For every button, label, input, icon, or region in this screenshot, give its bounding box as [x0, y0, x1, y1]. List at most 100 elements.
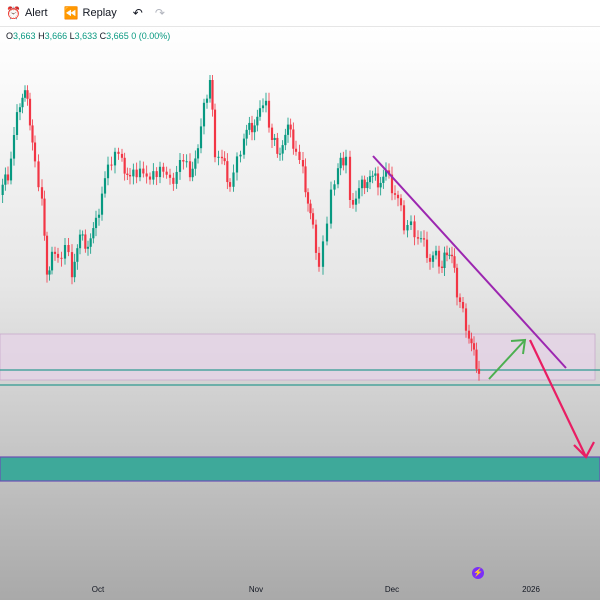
candle-body: [261, 105, 265, 109]
candle-body: [81, 234, 84, 236]
candle-body: [276, 137, 279, 154]
alert-button[interactable]: ⏰ Alert: [6, 6, 48, 20]
candle-body: [467, 330, 471, 339]
resistance-zone[interactable]: [0, 333, 596, 381]
candle-body: [235, 156, 239, 173]
replay-button[interactable]: ⏪ Replay: [64, 6, 117, 20]
candle-body: [43, 198, 46, 236]
candle-body: [477, 368, 481, 374]
alert-label: Alert: [24, 7, 48, 19]
candle-body: [70, 252, 74, 278]
candle-body: [445, 252, 449, 256]
candle-body: [165, 171, 168, 175]
candle-body: [175, 171, 178, 184]
candle-body: [40, 187, 44, 199]
candle-body: [311, 213, 315, 225]
candle-body: [135, 169, 138, 178]
candle-body: [53, 251, 57, 254]
candle-body: [84, 234, 87, 249]
candle-body: [348, 156, 352, 200]
candle-body: [73, 261, 76, 278]
descending-trendline[interactable]: [372, 155, 567, 369]
candle-body: [413, 221, 416, 238]
candle-body: [317, 252, 321, 267]
candle-body: [344, 156, 348, 166]
candle-body: [306, 192, 310, 204]
candle-body: [409, 221, 413, 225]
lightning-icon[interactable]: ⚡: [472, 567, 484, 579]
candle-body: [232, 172, 235, 187]
open-value: 3,663: [13, 31, 36, 41]
candle-body: [286, 124, 290, 135]
candle-body: [448, 254, 451, 256]
candle-body: [434, 250, 438, 256]
candle-body: [145, 173, 148, 177]
candle-body: [339, 157, 342, 169]
candle-body: [106, 164, 110, 179]
candle-body: [406, 225, 409, 231]
candle-body: [253, 125, 256, 133]
axis-label-oct: Oct: [91, 585, 105, 594]
candle-body: [1, 184, 4, 195]
candle-body: [284, 134, 287, 146]
candle-body: [94, 217, 98, 229]
candle-body: [220, 156, 224, 159]
candle-body: [226, 161, 229, 183]
candle-body: [301, 160, 305, 167]
candle-body: [213, 109, 217, 158]
candle-body: [6, 174, 10, 181]
candle-body: [239, 154, 242, 157]
candle-body: [126, 173, 129, 175]
low-key: L: [69, 31, 75, 41]
candle-body: [464, 308, 468, 331]
candle-body: [15, 112, 19, 135]
candle-body: [278, 153, 282, 155]
candle-body: [292, 129, 295, 149]
candle-body: [158, 166, 162, 178]
candle-body: [437, 250, 441, 267]
candle-body: [23, 90, 27, 98]
candle-body: [89, 238, 92, 247]
target-zone[interactable]: [0, 456, 600, 482]
candle-body: [152, 171, 155, 180]
time-axis[interactable]: Oct Nov Dec 2026: [0, 578, 600, 600]
candle-body: [63, 245, 67, 259]
candle-body: [475, 349, 478, 369]
candle-body: [382, 176, 385, 183]
candle-body: [97, 214, 101, 218]
candle-body: [428, 257, 432, 262]
candle-body: [76, 248, 79, 262]
candle-body: [351, 200, 355, 205]
candle-body: [390, 174, 394, 194]
candle-body: [458, 297, 462, 302]
top-toolbar: ⏰ Alert ⏪ Replay ↶ ↷: [0, 0, 600, 27]
candle-body: [138, 168, 142, 178]
candle-body: [92, 228, 95, 239]
undo-button[interactable]: ↶: [133, 6, 143, 20]
candle-body: [26, 90, 29, 99]
candle-body: [379, 182, 382, 188]
candle-body: [309, 203, 312, 214]
candle-body: [256, 116, 259, 126]
candle-body: [162, 166, 165, 172]
candle-body: [120, 153, 124, 158]
projection-up-arrow: [488, 338, 527, 380]
candle-body: [123, 157, 126, 174]
candle-body: [366, 182, 369, 189]
candle-body: [453, 256, 456, 268]
candle-body: [333, 184, 336, 190]
candlestick-series: [1, 75, 481, 381]
candle-body: [342, 157, 345, 166]
close-key: C: [99, 31, 107, 41]
candle-body: [416, 237, 420, 239]
redo-icon: ↷: [154, 6, 165, 20]
candle-body: [188, 161, 192, 178]
candle-body: [228, 182, 232, 187]
candle-body: [9, 158, 13, 181]
candle-body: [128, 175, 132, 177]
candle-body: [202, 102, 206, 127]
redo-button[interactable]: ↷: [155, 6, 165, 20]
candle-body: [142, 168, 145, 174]
candle-body: [470, 338, 473, 344]
